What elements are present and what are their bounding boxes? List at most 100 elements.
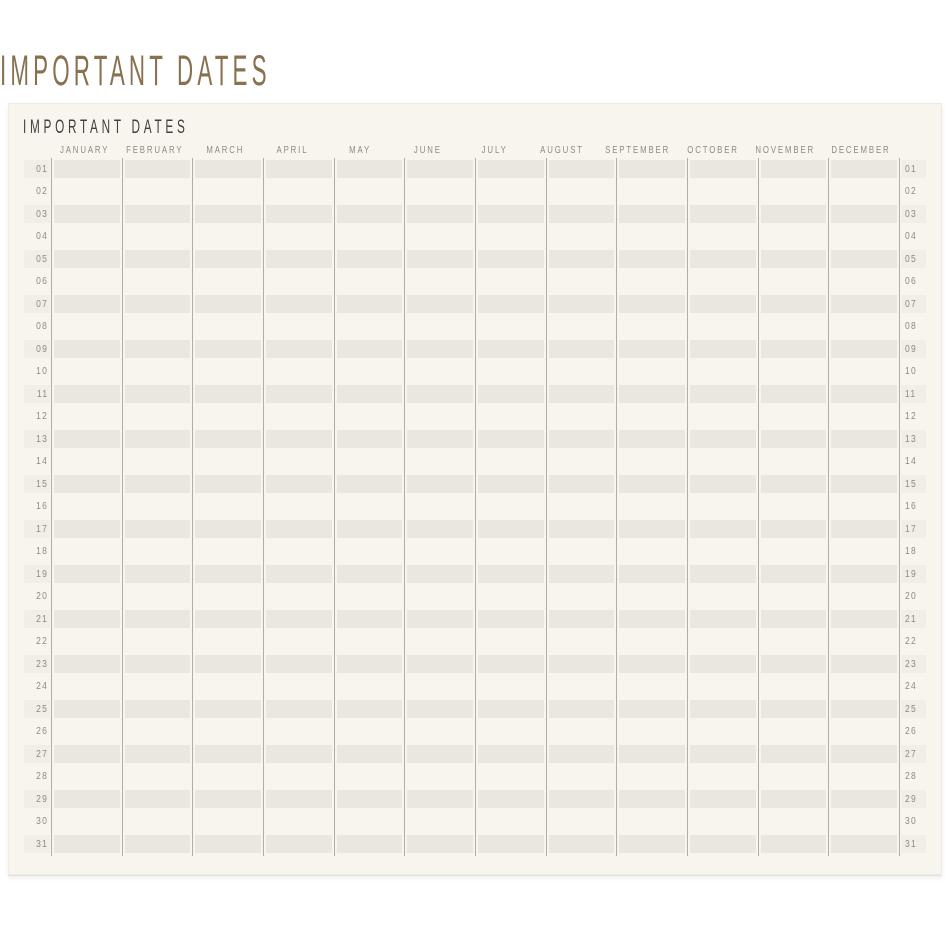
row-stripe	[548, 475, 615, 493]
date-cell-october-30	[686, 810, 758, 833]
date-cell-june-29	[404, 788, 475, 811]
day-number: 04	[904, 231, 917, 243]
date-cell-july-17	[474, 518, 546, 541]
day-number: 17	[35, 523, 48, 535]
date-cell-december-12	[828, 405, 899, 428]
date-cell-august-22	[545, 630, 617, 653]
date-cell-july-07	[474, 293, 546, 316]
row-stripe	[760, 745, 827, 763]
date-cell-april-18	[262, 540, 334, 563]
month-header-october: OCTOBER	[679, 142, 746, 158]
date-cell-july-21	[474, 608, 546, 631]
row-stripe	[24, 385, 50, 403]
date-cell-october-04	[686, 225, 758, 248]
row-stripe	[477, 565, 544, 583]
month-header-label: FEBRUARY	[126, 144, 184, 156]
row-stripe	[336, 565, 403, 583]
date-cell-september-04	[616, 225, 687, 248]
date-cell-june-01	[404, 158, 475, 181]
row-stripe	[195, 295, 261, 313]
date-cell-november-24	[757, 675, 829, 698]
date-cell-february-29	[121, 788, 193, 811]
row-stripe	[54, 475, 120, 493]
month-header-label: SEPTEMBER	[605, 144, 671, 156]
date-cell-october-03	[686, 203, 758, 226]
date-cell-august-13	[545, 428, 617, 451]
date-cell-september-09	[616, 338, 687, 361]
date-cell-june-31	[404, 833, 475, 856]
date-cell-march-04	[192, 225, 263, 248]
row-stripe	[265, 385, 332, 403]
date-cell-june-06	[404, 270, 475, 293]
date-cell-march-13	[192, 428, 263, 451]
date-cell-december-04	[828, 225, 899, 248]
planner-title: IMPORTANT DATES	[23, 117, 189, 138]
row-stripe	[336, 745, 403, 763]
date-cell-january-19	[51, 563, 122, 586]
date-cell-august-26	[545, 720, 617, 743]
date-cell-may-26	[333, 720, 405, 743]
row-stripe	[619, 295, 685, 313]
date-row-28: 28 28	[23, 765, 927, 788]
row-stripe	[900, 610, 926, 628]
day-label-right: 06	[898, 270, 927, 293]
row-stripe	[54, 835, 120, 853]
day-number: 13	[904, 433, 917, 445]
row-stripe	[265, 565, 332, 583]
date-cell-october-29	[686, 788, 758, 811]
date-cell-june-02	[404, 180, 475, 203]
row-stripe	[195, 430, 261, 448]
row-stripe	[124, 610, 191, 628]
date-cell-july-12	[474, 405, 546, 428]
row-stripe	[195, 835, 261, 853]
date-cell-january-30	[51, 810, 122, 833]
month-header-label: OCTOBER	[687, 144, 739, 156]
date-cell-march-09	[192, 338, 263, 361]
month-header-label: JUNE	[413, 144, 442, 156]
date-cell-january-03	[51, 203, 122, 226]
date-cell-september-12	[616, 405, 687, 428]
day-number: 01	[35, 163, 48, 175]
row-stripe	[195, 655, 261, 673]
row-stripe	[619, 340, 685, 358]
day-label-right: 27	[898, 743, 927, 766]
row-stripe	[265, 835, 332, 853]
day-label-right: 25	[898, 698, 927, 721]
date-row-06: 06 06	[23, 270, 927, 293]
date-cell-october-08	[686, 315, 758, 338]
month-header-february: FEBRUARY	[118, 142, 191, 158]
row-stripe	[760, 160, 827, 178]
date-cell-june-30	[404, 810, 475, 833]
date-cell-december-16	[828, 495, 899, 518]
row-stripe	[336, 205, 403, 223]
row-stripe	[831, 385, 897, 403]
row-stripe	[760, 475, 827, 493]
date-cell-november-01	[757, 158, 829, 181]
row-stripe	[619, 475, 685, 493]
day-number: 06	[904, 276, 917, 288]
date-row-25: 25 25	[23, 698, 927, 721]
day-label-left: 12	[23, 406, 51, 429]
date-cell-october-26	[686, 720, 758, 743]
row-stripe	[548, 835, 615, 853]
row-stripe	[900, 835, 926, 853]
row-stripe	[831, 430, 897, 448]
row-stripe	[689, 475, 756, 493]
row-stripe	[760, 655, 827, 673]
date-cell-july-13	[474, 428, 546, 451]
date-cell-september-15	[616, 473, 687, 496]
date-cell-september-22	[616, 630, 687, 653]
row-stripe	[689, 340, 756, 358]
row-stripe	[54, 790, 120, 808]
row-stripe	[265, 745, 332, 763]
date-cell-september-30	[616, 810, 687, 833]
row-stripe	[477, 610, 544, 628]
date-cell-august-10	[545, 360, 617, 383]
date-cell-january-20	[51, 585, 122, 608]
date-cell-june-25	[404, 698, 475, 721]
month-header-label: AUGUST	[540, 144, 585, 156]
date-cell-october-31	[686, 833, 758, 856]
row-stripe	[900, 430, 926, 448]
date-cell-february-26	[121, 720, 193, 743]
date-cell-january-07	[51, 293, 122, 316]
